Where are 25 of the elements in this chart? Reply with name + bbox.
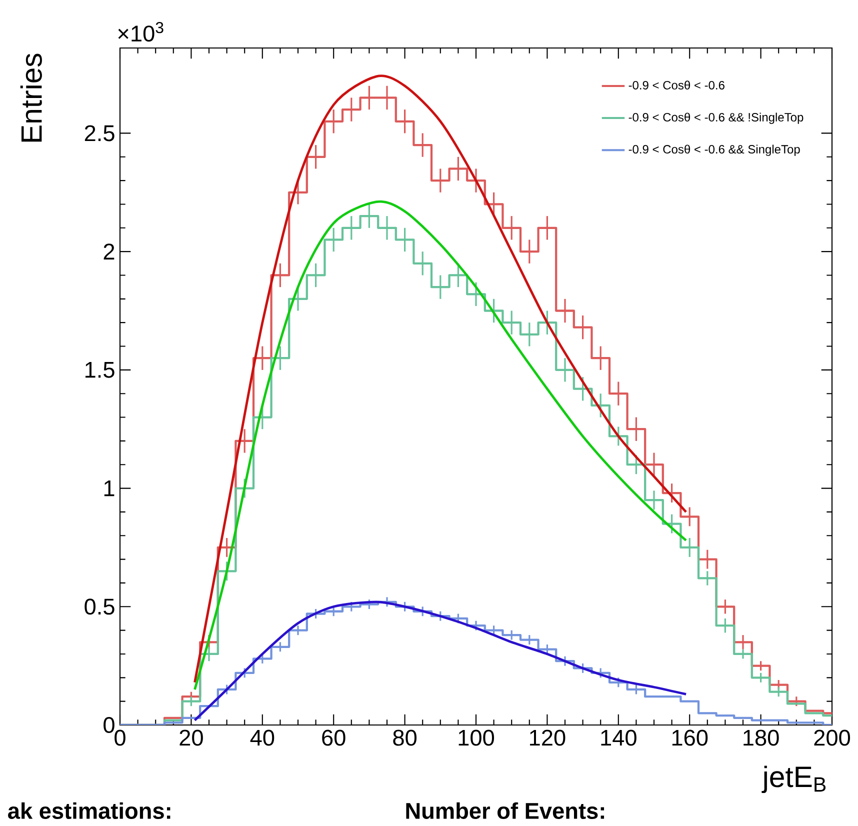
- x-tick-label: 160: [672, 730, 708, 746]
- x-tick-label: 120: [530, 730, 566, 746]
- y-tick-label: 2.5: [84, 125, 114, 142]
- y-tick-label: 0.5: [84, 598, 114, 615]
- y-axis-title: Entries: [20, 54, 42, 142]
- x-axis-title: jetE$_{B}$: [762, 766, 826, 794]
- x-tick-label: 0: [114, 730, 126, 746]
- text: ×10$^{3}$: [118, 22, 164, 42]
- x-tick-label: 100: [458, 730, 494, 746]
- x-tick-label: 40: [250, 730, 274, 746]
- x-tick-label: 80: [393, 730, 417, 746]
- x-tick-label: 200: [814, 730, 850, 746]
- x-tick-label: 60: [322, 730, 346, 746]
- legend-label: -0.9 < Cosθ < -0.6 && SingleTop: [628, 144, 800, 156]
- text: Number of Events:: [406, 802, 604, 819]
- text: ak estimations:: [8, 802, 170, 819]
- y-tick-label: 1.5: [86, 362, 114, 378]
- x-tick-label: 140: [601, 730, 636, 746]
- legend-label: -0.9 < Cosθ < -0.6: [628, 80, 724, 90]
- legend-label: -0.9 < Cosθ < -0.6 && !SingleTop: [628, 112, 804, 124]
- y-tick-label: 2: [104, 244, 114, 260]
- y-tick-label: 1: [104, 480, 114, 496]
- x-tick-label: 180: [744, 730, 779, 746]
- x-tick-label: 20: [180, 730, 203, 746]
- y-tick-label: 0: [104, 716, 114, 734]
